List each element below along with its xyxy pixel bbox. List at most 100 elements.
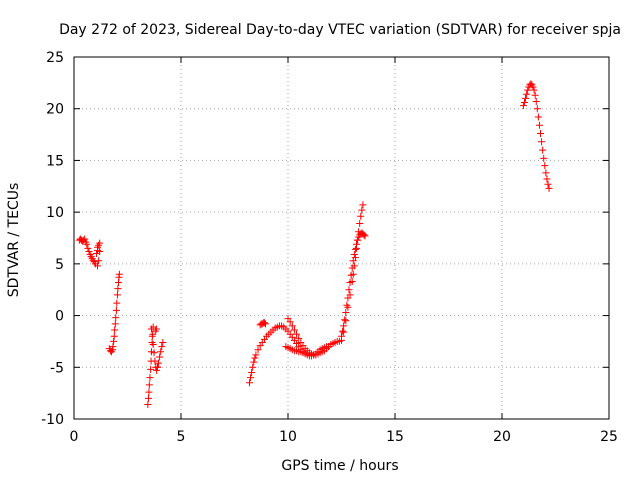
data-point-marker bbox=[159, 338, 167, 346]
y-tick-label: 5 bbox=[55, 257, 64, 273]
data-point-marker bbox=[156, 353, 164, 361]
data-point-marker bbox=[85, 247, 93, 255]
data-point-marker bbox=[524, 86, 532, 94]
grid-lines bbox=[74, 57, 609, 419]
x-tick-label: 25 bbox=[600, 429, 618, 445]
y-axis: -10 -5 0 5 10 15 20 25 bbox=[41, 50, 609, 428]
data-point-marker bbox=[147, 365, 155, 373]
x-tick-label: 10 bbox=[279, 429, 297, 445]
data-point-marker bbox=[345, 286, 353, 294]
data-point-marker bbox=[155, 359, 163, 367]
data-point-marker bbox=[338, 332, 345, 340]
data-point-marker bbox=[540, 154, 548, 162]
data-point-marker bbox=[545, 184, 553, 192]
data-point-marker bbox=[148, 332, 156, 340]
data-point-marker bbox=[533, 105, 541, 113]
data-point-marker bbox=[96, 247, 104, 255]
data-point-marker bbox=[349, 270, 357, 278]
data-point-marker bbox=[358, 206, 366, 214]
data-point-marker bbox=[111, 326, 119, 334]
y-tick-label: 15 bbox=[46, 153, 64, 169]
y-tick-label: 10 bbox=[46, 205, 64, 221]
data-point-marker bbox=[247, 374, 255, 382]
data-point-marker bbox=[250, 358, 258, 366]
data-point-marker bbox=[299, 349, 307, 357]
data-point-marker bbox=[361, 232, 369, 240]
data-point-marker bbox=[112, 314, 120, 322]
data-point-marker bbox=[262, 320, 270, 328]
data-point-marker bbox=[531, 91, 539, 99]
data-point-marker bbox=[112, 306, 120, 314]
data-point-marker bbox=[113, 291, 121, 299]
data-point-marker bbox=[248, 368, 256, 376]
data-point-marker bbox=[153, 366, 161, 374]
data-point-marker bbox=[360, 231, 368, 239]
data-point-marker bbox=[342, 308, 350, 316]
data-point-marker bbox=[153, 363, 161, 371]
data-point-marker bbox=[537, 130, 545, 138]
data-point-marker bbox=[249, 363, 257, 371]
data-point-marker bbox=[340, 328, 348, 336]
x-tick-label: 5 bbox=[177, 429, 186, 445]
data-point-marker bbox=[158, 343, 166, 351]
data-point-marker bbox=[351, 254, 359, 262]
y-tick-label: -5 bbox=[50, 360, 64, 376]
data-point-marker bbox=[83, 240, 91, 248]
data-point-marker bbox=[96, 239, 104, 247]
data-point-marker bbox=[543, 175, 551, 183]
chart-title: Day 272 of 2023, Sidereal Day-to-day VTE… bbox=[59, 22, 621, 38]
data-point-marker bbox=[288, 322, 296, 330]
data-point-marker bbox=[149, 341, 157, 349]
data-point-marker bbox=[245, 379, 253, 387]
data-point-marker bbox=[293, 330, 301, 338]
data-point-marker bbox=[144, 401, 152, 409]
data-series bbox=[75, 80, 553, 409]
x-tick-label: 20 bbox=[493, 429, 511, 445]
data-point-marker bbox=[357, 212, 365, 220]
data-point-marker bbox=[151, 357, 159, 365]
data-point-marker bbox=[522, 94, 530, 102]
data-point-marker bbox=[115, 270, 123, 278]
y-tick-label: 20 bbox=[46, 102, 64, 118]
data-point-marker bbox=[539, 146, 547, 154]
y-tick-label: -10 bbox=[41, 412, 64, 428]
data-point-marker bbox=[356, 220, 364, 228]
data-point-marker bbox=[252, 351, 260, 359]
data-point-marker bbox=[157, 348, 165, 356]
data-point-marker bbox=[286, 318, 294, 326]
data-point-marker bbox=[254, 346, 262, 354]
data-point-marker bbox=[544, 180, 552, 188]
data-point-marker bbox=[530, 86, 538, 94]
data-point-marker bbox=[520, 99, 528, 107]
data-point-marker bbox=[251, 354, 259, 362]
x-axis: 0 5 10 15 20 25 bbox=[70, 57, 618, 445]
data-point-marker bbox=[350, 251, 358, 259]
data-point-marker bbox=[110, 337, 118, 345]
y-tick-label: 0 bbox=[55, 309, 64, 325]
x-axis-label: GPS time / hours bbox=[281, 458, 398, 474]
data-point-marker bbox=[109, 343, 117, 351]
data-point-marker bbox=[290, 326, 298, 334]
data-point-marker bbox=[144, 394, 152, 402]
data-point-marker bbox=[114, 285, 122, 293]
data-point-marker bbox=[260, 319, 268, 327]
data-point-marker bbox=[538, 138, 546, 146]
data-point-marker bbox=[113, 299, 121, 307]
data-point-marker bbox=[110, 332, 118, 340]
data-point-marker bbox=[519, 102, 527, 110]
plot-frame bbox=[73, 56, 610, 420]
data-point-marker bbox=[523, 90, 531, 98]
data-point-marker bbox=[529, 83, 537, 91]
data-point-marker bbox=[348, 277, 356, 285]
data-point-marker bbox=[342, 317, 350, 325]
data-point-marker bbox=[542, 169, 550, 177]
data-point-marker bbox=[152, 325, 160, 333]
data-point-marker bbox=[146, 374, 154, 382]
data-point-marker bbox=[541, 162, 549, 170]
data-point-marker bbox=[354, 236, 362, 244]
data-point-marker bbox=[534, 113, 542, 121]
data-point-marker bbox=[352, 244, 360, 252]
data-point-marker bbox=[350, 262, 358, 270]
data-point-marker bbox=[150, 349, 158, 357]
